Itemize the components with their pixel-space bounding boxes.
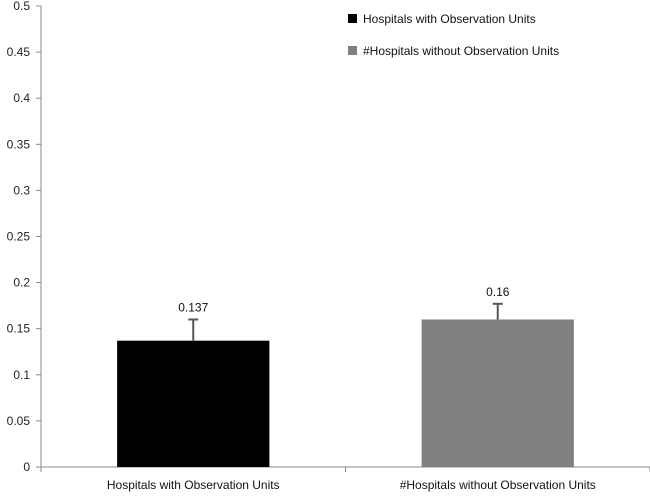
y-tick-label: 0.15 <box>7 322 31 336</box>
legend-swatch <box>348 14 357 23</box>
legend-swatch <box>348 46 357 55</box>
y-tick-label: 0.05 <box>7 414 31 428</box>
y-axis-ticks: 0 0.05 0.1 0.15 0.2 0.25 0.3 0.35 0.4 0.45 0.5 <box>7 0 41 474</box>
bar <box>421 319 574 467</box>
y-tick-label: 0.4 <box>13 91 30 105</box>
bar <box>117 340 270 467</box>
y-tick-label: 0.3 <box>13 183 30 197</box>
bars <box>117 319 574 467</box>
data-label: 0.137 <box>178 300 208 314</box>
error-bars <box>188 302 503 341</box>
category-label: #Hospitals without Observation Units <box>400 478 596 492</box>
category-labels: Hospitals with Observation Units #Hospita… <box>107 478 596 492</box>
legend-label: #Hospitals without Observation Units <box>363 44 559 58</box>
y-tick-label: 0.5 <box>13 0 30 13</box>
y-tick-label: 0.1 <box>13 368 30 382</box>
y-tick-label: 0 <box>23 460 30 474</box>
data-labels: 0.137 0.16 <box>178 285 510 315</box>
category-label: Hospitals with Observation Units <box>107 478 280 492</box>
legend-label: Hospitals with Observation Units <box>363 12 536 26</box>
y-tick-label: 0.25 <box>7 230 31 244</box>
y-tick-label: 0.2 <box>13 276 30 290</box>
y-tick-label: 0.35 <box>7 137 31 151</box>
y-tick-label: 0.45 <box>7 45 31 59</box>
data-label: 0.16 <box>486 285 510 299</box>
legend: Hospitals with Observation Units #Hospita… <box>348 12 559 58</box>
